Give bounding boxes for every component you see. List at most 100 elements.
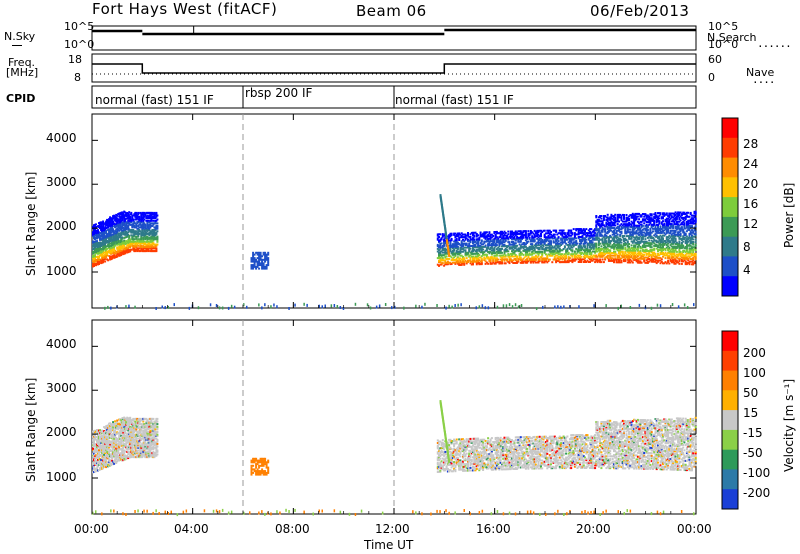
- scatter-cell: [579, 259, 581, 262]
- scatter-cell: [540, 233, 542, 236]
- scatter-cell: [142, 225, 145, 227]
- scatter-cell: [689, 211, 692, 214]
- scatter-cell: [609, 217, 612, 220]
- scatter-cell: [618, 252, 620, 255]
- scatter-cell: [633, 215, 636, 218]
- scatter-cell: [453, 252, 456, 255]
- scatter-cell: [492, 250, 495, 253]
- scatter-cell: [127, 231, 130, 234]
- scatter-cell: [669, 225, 672, 228]
- scatter-cell: [609, 241, 612, 244]
- scatter-cell: [542, 258, 545, 261]
- scatter-cell: [679, 255, 682, 257]
- scatter-cell: [384, 303, 387, 306]
- scatter-cell: [633, 251, 636, 253]
- scatter-cell: [104, 306, 106, 310]
- scatter-cell: [462, 245, 464, 248]
- scatter-cell: [503, 243, 506, 246]
- scatter-cell: [623, 239, 625, 241]
- scatter-cell: [446, 263, 449, 266]
- scatter-cell: [644, 224, 647, 227]
- scatter-cell: [616, 223, 619, 226]
- scatter-cell: [623, 260, 625, 263]
- scatter-cell: [623, 244, 625, 247]
- scatter-cell: [488, 243, 491, 246]
- scatter-cell: [439, 246, 442, 249]
- scatter-cell: [529, 260, 532, 263]
- scatter-cell: [649, 244, 652, 247]
- scatter-cell: [504, 234, 507, 237]
- scatter-cell: [668, 216, 671, 219]
- scatter-cell: [577, 250, 580, 253]
- scatter-cell: [548, 229, 551, 232]
- scatter-cell: [503, 258, 506, 261]
- scatter-cell: [536, 237, 539, 240]
- scatter-cell: [514, 254, 517, 257]
- scatter-cell: [657, 252, 659, 255]
- scatter-cell: [616, 245, 619, 248]
- scatter-cell: [252, 253, 255, 256]
- scatter-cell: [662, 242, 664, 245]
- scatter-cell: [455, 247, 458, 249]
- scatter-cell: [502, 236, 505, 238]
- scatter-cell: [620, 217, 623, 220]
- scatter-cell: [528, 249, 531, 252]
- scatter-cell: [504, 232, 507, 234]
- scatter-cell: [441, 447, 444, 450]
- scatter-cell: [541, 241, 544, 244]
- scatter-cell: [571, 238, 574, 241]
- scatter-cell: [441, 262, 444, 265]
- scatter-cell: [114, 240, 117, 243]
- scatter-cell: [511, 241, 513, 243]
- scatter-cell: [650, 237, 653, 239]
- scatter-cell: [623, 216, 625, 219]
- scatter-cell: [541, 258, 544, 261]
- scatter-cell: [670, 242, 673, 245]
- scatter-cell: [534, 254, 537, 257]
- scatter-cell: [516, 231, 519, 234]
- scatter-cell: [638, 240, 641, 243]
- scatter-cell: [507, 250, 510, 253]
- scatter-cell: [679, 253, 682, 256]
- scatter-cell: [657, 254, 659, 257]
- scatter-cell: [599, 232, 602, 235]
- scatter-cell: [99, 248, 101, 251]
- scatter-cell: [655, 221, 658, 224]
- scatter-cell: [620, 261, 623, 264]
- scatter-cell: [456, 250, 459, 253]
- scatter-cell: [440, 250, 443, 253]
- scatter-cell: [590, 259, 593, 262]
- scatter-cell: [119, 224, 122, 227]
- scatter-cell: [615, 229, 618, 232]
- scatter-cell: [438, 236, 440, 238]
- scatter-cell: [646, 214, 649, 217]
- scatter-cell: [591, 241, 594, 244]
- scatter-cell: [693, 222, 696, 225]
- scatter-cell: [639, 251, 642, 254]
- scatter-cell: [663, 262, 666, 265]
- scatter-cell: [680, 253, 683, 256]
- scatter-cell: [606, 223, 609, 225]
- scatter-cell: [135, 230, 138, 233]
- scatter-cell: [576, 249, 579, 252]
- scatter-cell: [153, 231, 156, 234]
- scatter-cell: [142, 244, 145, 247]
- scatter-cell: [477, 240, 480, 243]
- scatter-cell: [682, 218, 685, 221]
- scatter-cell: [633, 253, 636, 256]
- scatter-cell: [570, 259, 573, 262]
- scatter-cell: [545, 257, 547, 260]
- scatter-cell: [566, 259, 569, 262]
- scatter-cell: [595, 255, 598, 258]
- scatter-cell: [494, 258, 497, 261]
- scatter-cell: [682, 212, 685, 215]
- scatter-cell: [644, 218, 647, 221]
- scatter-cell: [555, 254, 558, 257]
- scatter-cell: [517, 238, 520, 241]
- scatter-cell: [664, 218, 667, 221]
- scatter-cell: [450, 244, 453, 247]
- scatter-cell: [663, 214, 666, 217]
- scatter-cell: [551, 245, 554, 248]
- scatter-cell: [443, 241, 446, 243]
- scatter-cell: [645, 256, 648, 259]
